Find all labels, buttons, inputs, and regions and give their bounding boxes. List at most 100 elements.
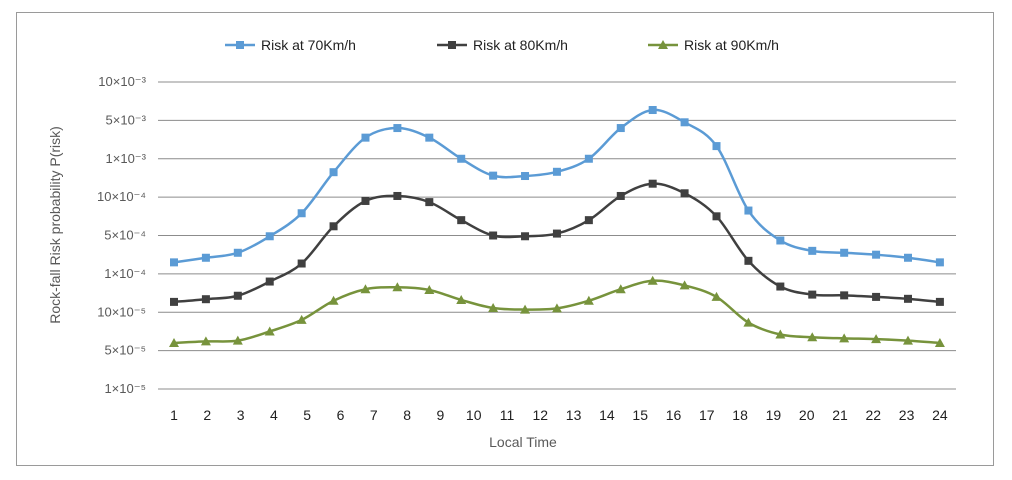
y-tick-label: 10×10⁻⁵ (97, 304, 146, 319)
data-point (743, 317, 754, 327)
data-point (329, 168, 338, 177)
data-point (839, 333, 850, 343)
legend-label: Risk at 70Km/h (261, 37, 356, 53)
data-point (361, 196, 370, 205)
data-point (233, 291, 242, 300)
data-point (808, 246, 817, 255)
data-point (296, 314, 307, 324)
x-tick-label: 16 (666, 407, 682, 423)
data-point (297, 259, 306, 268)
data-point (840, 291, 849, 300)
x-tick-label: 12 (533, 407, 549, 423)
x-tick-label: 9 (437, 407, 445, 423)
y-tick-label: 1×10⁻³ (106, 151, 147, 166)
x-tick-label: 1 (170, 407, 178, 423)
y-tick-label: 10×10⁻⁴ (97, 189, 146, 204)
data-point (169, 337, 179, 347)
data-point (584, 154, 593, 163)
data-point (616, 191, 625, 200)
x-tick-label: 13 (566, 407, 582, 423)
data-point (424, 284, 435, 294)
x-tick-label: 2 (203, 407, 211, 423)
data-point (616, 124, 625, 133)
x-tick-label: 23 (899, 407, 915, 423)
data-point (840, 248, 849, 257)
series-line (173, 108, 941, 264)
data-point (648, 106, 657, 115)
data-point (393, 191, 402, 200)
data-point (583, 295, 594, 305)
data-point (489, 171, 498, 180)
data-point (360, 284, 371, 294)
series-1 (170, 106, 944, 267)
legend-marker (448, 41, 456, 49)
data-point (903, 294, 912, 303)
x-tick-label: 20 (799, 407, 815, 423)
x-tick-label: 6 (337, 407, 345, 423)
data-point (425, 133, 434, 142)
data-point (265, 232, 274, 241)
chart-frame (16, 12, 994, 466)
data-point (871, 334, 882, 344)
data-point (201, 253, 210, 262)
data-point (712, 212, 721, 221)
series-line (173, 182, 941, 304)
data-point (392, 282, 403, 292)
data-point (297, 209, 306, 218)
y-tick-label: 1×10⁻⁵ (104, 381, 146, 396)
data-point (776, 236, 785, 245)
data-point (648, 179, 657, 188)
data-point (647, 275, 658, 285)
x-tick-label: 21 (832, 407, 848, 423)
data-point (872, 250, 881, 259)
data-point (170, 258, 178, 267)
data-point (935, 297, 944, 306)
data-point (233, 248, 242, 257)
data-point (711, 291, 722, 301)
data-point (807, 332, 818, 342)
data-point (552, 229, 561, 238)
data-point (457, 216, 466, 225)
data-point (680, 189, 689, 198)
data-point (232, 335, 243, 345)
x-tick-label: 11 (500, 407, 515, 423)
x-tick-label: 8 (403, 407, 411, 423)
data-point (584, 216, 593, 225)
x-tick-label: 24 (932, 407, 948, 423)
data-point (744, 206, 753, 215)
data-point (776, 282, 785, 291)
data-point (615, 284, 626, 294)
x-tick-label: 15 (632, 407, 648, 423)
y-tick-label: 5×10⁻⁴ (104, 228, 146, 243)
x-axis-title: Local Time (489, 434, 557, 450)
data-point (425, 198, 434, 207)
data-point (903, 253, 912, 262)
y-tick-label: 5×10⁻⁵ (104, 343, 146, 358)
data-point (680, 118, 689, 127)
x-tick-label: 10 (466, 407, 482, 423)
x-tick-label: 7 (370, 407, 378, 423)
data-point (521, 172, 530, 181)
x-tick-label: 22 (866, 407, 882, 423)
data-point (264, 326, 275, 336)
data-point (935, 258, 944, 267)
legend-marker (236, 41, 244, 49)
data-point (201, 295, 210, 304)
data-point (712, 142, 721, 151)
y-axis-title: Rock-fall Risk probability P(risk) (47, 126, 63, 324)
y-tick-label: 10×10⁻³ (98, 74, 146, 89)
data-point (265, 277, 274, 286)
y-tick-label: 5×10⁻³ (106, 112, 147, 127)
x-tick-label: 17 (699, 407, 715, 423)
x-tick-label: 3 (237, 407, 245, 423)
data-point (551, 303, 562, 313)
x-tick-label: 18 (732, 407, 748, 423)
data-point (200, 336, 211, 346)
y-axis-ticks: 1×10⁻⁵ 5×10⁻⁵ 10×10⁻⁵ 1×10⁻⁴ 5×10⁻⁴ 10×10⁻⁴ 1×… (97, 74, 147, 396)
legend-label: Risk at 90Km/h (684, 37, 779, 53)
data-point (393, 124, 402, 133)
legend-label: Risk at 80Km/h (473, 37, 568, 53)
data-point (328, 295, 339, 305)
data-point (521, 232, 530, 241)
